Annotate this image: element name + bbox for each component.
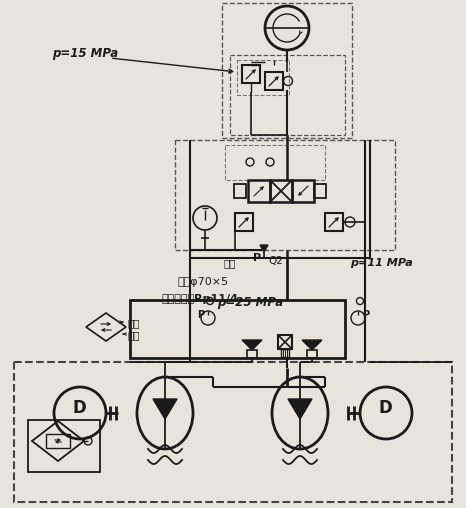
Bar bbox=[278, 335, 292, 349]
Text: P: P bbox=[197, 310, 204, 320]
Bar bbox=[270, 180, 292, 202]
Bar bbox=[222, 3, 352, 138]
Text: P: P bbox=[253, 253, 261, 263]
Polygon shape bbox=[302, 340, 322, 350]
Bar bbox=[14, 362, 452, 502]
Bar bbox=[247, 350, 257, 358]
Bar bbox=[242, 65, 260, 83]
Polygon shape bbox=[153, 399, 177, 419]
Text: 水进出口：Rp11/4: 水进出口：Rp11/4 bbox=[162, 294, 239, 304]
Polygon shape bbox=[242, 340, 262, 350]
Text: 出水: 出水 bbox=[128, 330, 141, 340]
Text: 进水: 进水 bbox=[128, 318, 141, 328]
Bar bbox=[225, 145, 325, 180]
Bar bbox=[130, 300, 345, 358]
Bar bbox=[265, 72, 283, 90]
Text: P: P bbox=[362, 310, 369, 320]
Bar bbox=[175, 140, 395, 250]
Bar bbox=[46, 434, 70, 448]
Text: Q2: Q2 bbox=[268, 256, 283, 266]
Polygon shape bbox=[260, 245, 268, 252]
Text: 回油φ70×5: 回油φ70×5 bbox=[178, 277, 229, 287]
Text: D: D bbox=[73, 399, 87, 417]
Bar bbox=[307, 350, 317, 358]
Bar bbox=[230, 55, 345, 135]
Bar bbox=[314, 184, 326, 198]
Text: 常开: 常开 bbox=[224, 258, 237, 268]
Text: D: D bbox=[378, 399, 392, 417]
Bar bbox=[292, 180, 314, 202]
Text: p=25 MPa: p=25 MPa bbox=[217, 296, 283, 309]
Bar bbox=[325, 213, 343, 231]
Bar bbox=[281, 349, 289, 357]
Bar bbox=[237, 60, 289, 95]
Bar bbox=[28, 420, 100, 472]
Text: p=15 MPa: p=15 MPa bbox=[52, 47, 118, 60]
Bar bbox=[234, 184, 246, 198]
Polygon shape bbox=[288, 399, 312, 419]
Bar bbox=[248, 180, 270, 202]
Bar bbox=[235, 213, 253, 231]
Text: p=11 MPa: p=11 MPa bbox=[350, 258, 413, 268]
